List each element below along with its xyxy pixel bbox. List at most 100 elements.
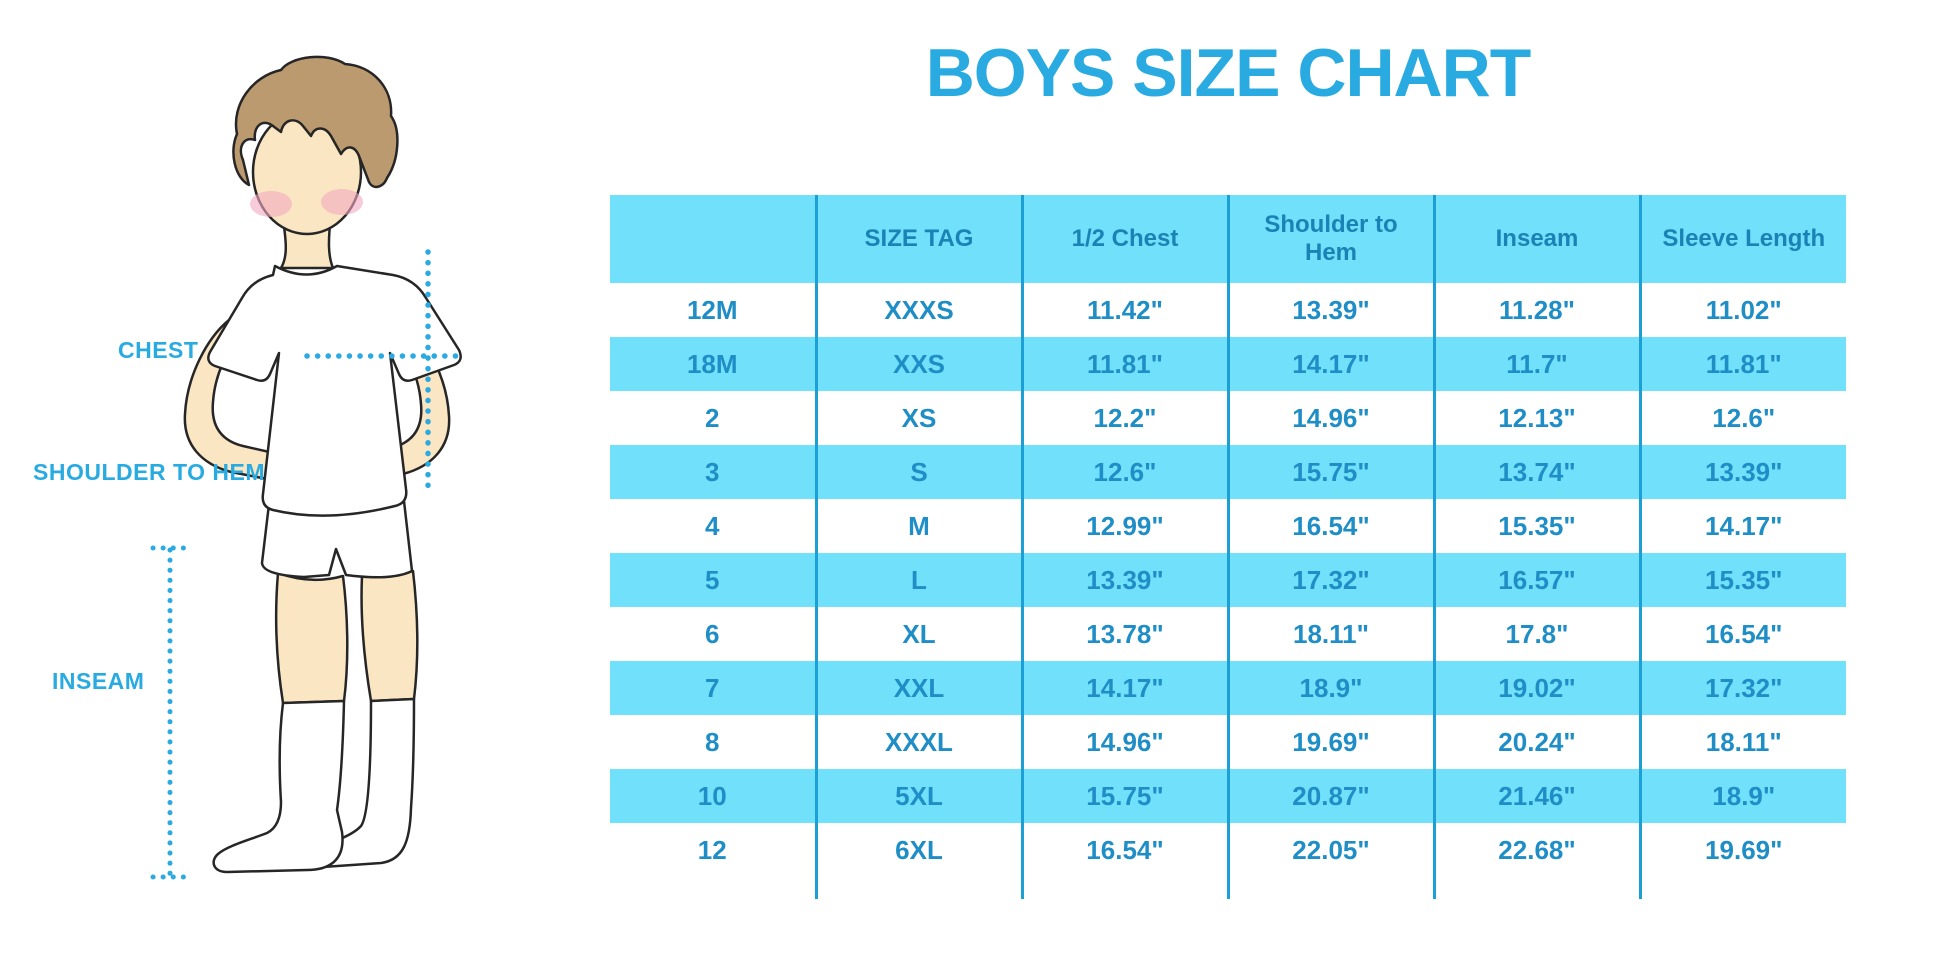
inseam-cell: 19.02" [1434,661,1642,715]
shoulder-to-hem-label: SHOULDER TO HEM [33,459,265,485]
sleeve-length-cell: 12.6" [1712,402,1776,433]
sleeve-length-cell: 11.02" [1705,294,1782,325]
us-size-cell: 3 [610,445,818,499]
table-row: 18M XXS 11.81" 14.17" 11.7" 11.81" [610,337,1846,391]
inseam-cell: 15.35" [1434,499,1642,553]
table-row: 2 XS 12.2" 14.96" 12.13" 12.6" [610,391,1846,445]
size-tag-cell: M [816,499,1024,553]
half-chest-cell: 14.17" [1022,661,1230,715]
boy-measurement-figure-illustration [150,55,464,880]
table-row: 4 M 12.99" 16.54" 15.35" 14.17" [610,499,1846,553]
t-shirt [207,264,462,517]
half-chest-cell: 12.99" [1022,499,1230,553]
shoulder-to-hem-cell: 18.11" [1228,607,1436,661]
sleeve-length-cell: 14.17" [1705,510,1783,541]
us-size-cell: 2 [610,391,818,445]
table-row: 12 6XL 16.54" 22.05" 22.68" 19.69" [610,823,1846,877]
right-cheek [321,189,363,215]
sleeve-length-cell: 11.81" [1640,337,1846,391]
left-leg [274,571,349,705]
us-size-cell: 5 [610,553,818,607]
sleeve-length-cell: 16.54" [1705,618,1783,649]
boys-size-chart-table: SIZE TAG 1/2 Chest Shoulder to Hem Insea… [610,195,1846,899]
inseam-cell: 13.74" [1434,445,1642,499]
table-row: 12M XXXS 11.42" 13.39" 11.28" 11.02" [610,283,1846,337]
measurement-guides [150,249,464,880]
shoulder-to-hem-cell: 15.75" [1228,445,1436,499]
shoulder-to-hem-cell: 13.39" [1228,283,1436,337]
size-tag-cell: 5XL [816,769,1024,823]
divider-extension-row [610,877,1846,899]
half-chest-cell: 14.96" [1022,715,1230,769]
inseam-cell: 17.8" [1434,607,1642,661]
us-size-cell: 4 [610,499,818,553]
size-tag-cell: XL [816,607,1024,661]
page-title: BOYS SIZE CHART [925,35,1532,111]
shoulder-to-hem-cell: 20.87" [1228,769,1436,823]
shoulder-to-hem-cell: 14.96" [1228,391,1436,445]
table-header: SIZE TAG 1/2 Chest Shoulder to Hem Insea… [610,195,1846,283]
half-chest-cell: 13.78" [1022,607,1230,661]
inseam-cell: 11.7" [1434,337,1642,391]
size-tag-cell: XXXL [816,715,1024,769]
sleeve-length-cell: 13.39" [1640,445,1846,499]
sleeve-length-cell: 19.69" [1705,834,1783,865]
us-size-cell: 12M [610,283,818,337]
right-leg [360,569,419,703]
shoulder-to-hem-cell: 22.05" [1228,823,1436,877]
inseam-cell: 20.24" [1434,715,1642,769]
header-row: SIZE TAG 1/2 Chest Shoulder to Hem Insea… [610,195,1846,283]
size-tag-cell: XXS [816,337,1024,391]
us-size-cell: 6 [610,607,818,661]
shoulder-to-hem-cell: 16.54" [1228,499,1436,553]
inseam-cell: 22.68" [1434,823,1642,877]
header-size-tag: SIZE TAG [816,195,1024,283]
half-chest-cell: 13.39" [1022,553,1230,607]
header-half-chest: 1/2 Chest [1022,195,1230,283]
shoulder-to-hem-cell: 14.17" [1228,337,1436,391]
size-tag-cell: XXL [816,661,1024,715]
table-row: 7 XXL 14.17" 18.9" 19.02" 17.32" [610,661,1846,715]
size-tag-cell: L [816,553,1024,607]
table-row: 3 S 12.6" 15.75" 13.74" 13.39" [610,445,1846,499]
header-shoulder-to-hem: Shoulder to Hem [1228,195,1436,283]
table-row: 5 L 13.39" 17.32" 16.57" 15.35" [610,553,1846,607]
size-tag-cell: 6XL [816,823,1024,877]
chest-label: CHEST [118,337,199,363]
us-size-cell: 12 [610,823,818,877]
inseam-cell: 21.46" [1434,769,1642,823]
header-us-size [610,195,818,283]
size-tag-cell: XXXS [816,283,1024,337]
left-sock-foot [212,699,346,874]
shoulder-to-hem-cell: 19.69" [1228,715,1436,769]
header-sleeve-length: Sleeve Length [1640,195,1846,283]
hair [232,55,399,189]
left-cheek [250,191,292,217]
shoulder-to-hem-cell: 18.9" [1228,661,1436,715]
table-row: 8 XXXL 14.96" 19.69" 20.24" 18.11" [610,715,1846,769]
table-row: 10 5XL 15.75" 20.87" 21.46" 18.9" [610,769,1846,823]
us-size-cell: 8 [610,715,818,769]
inseam-label: INSEAM [52,668,145,694]
inseam-cell: 16.57" [1434,553,1642,607]
shoulder-to-hem-cell: 17.32" [1228,553,1436,607]
sleeve-length-cell: 18.9" [1640,769,1846,823]
half-chest-cell: 11.42" [1022,283,1230,337]
half-chest-cell: 16.54" [1022,823,1230,877]
sleeve-length-cell: 15.35" [1640,553,1846,607]
header-inseam: Inseam [1434,195,1642,283]
half-chest-cell: 15.75" [1022,769,1230,823]
us-size-cell: 10 [610,769,818,823]
inseam-cell: 12.13" [1434,391,1642,445]
table-row: 6 XL 13.78" 18.11" 17.8" 16.54" [610,607,1846,661]
us-size-cell: 18M [610,337,818,391]
inseam-cell: 11.28" [1434,283,1642,337]
us-size-cell: 7 [610,661,818,715]
sleeve-length-cell: 18.11" [1705,726,1782,757]
size-tag-cell: S [816,445,1024,499]
half-chest-cell: 11.81" [1022,337,1230,391]
sleeve-length-cell: 17.32" [1640,661,1846,715]
size-tag-cell: XS [816,391,1024,445]
half-chest-cell: 12.2" [1022,391,1230,445]
